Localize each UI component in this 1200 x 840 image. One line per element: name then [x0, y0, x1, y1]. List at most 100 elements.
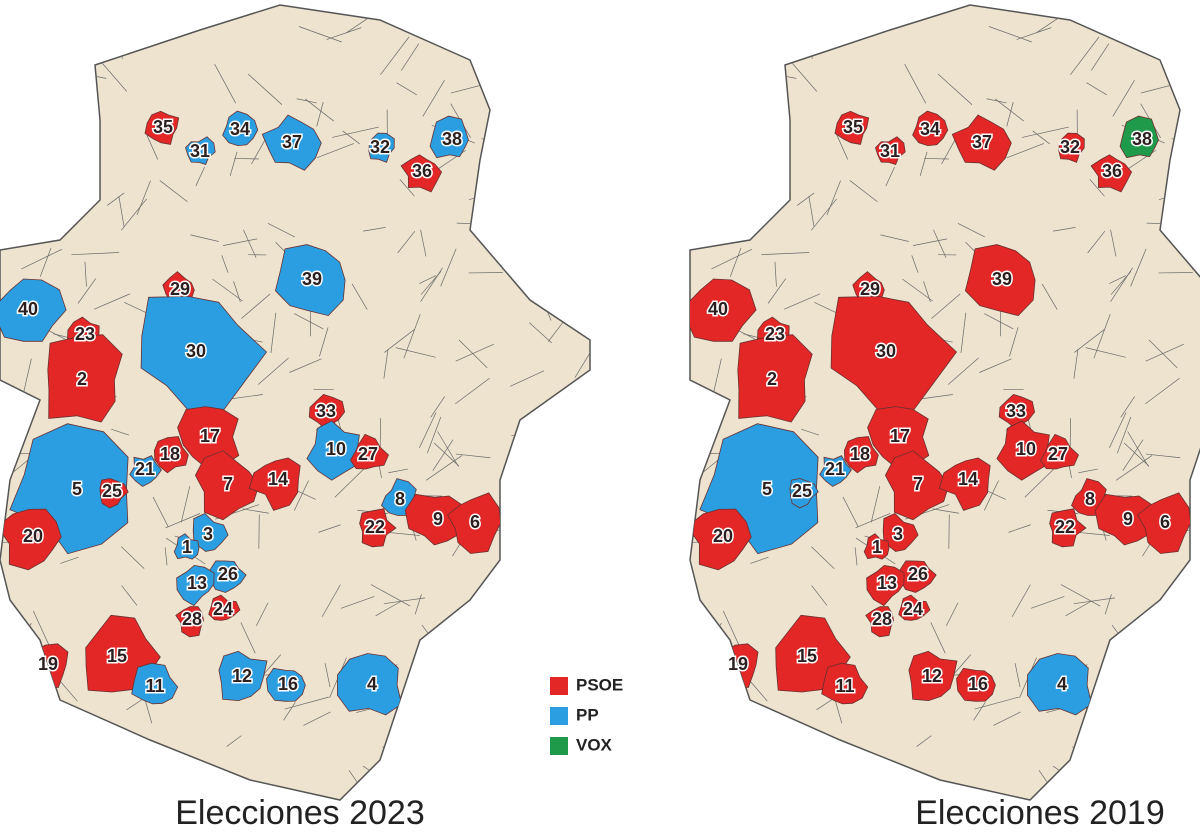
municipal-boundary	[426, 416, 442, 454]
region-label: 13	[877, 573, 897, 593]
municipal-boundary	[1174, 131, 1200, 150]
municipal-boundary	[1070, 36, 1100, 75]
region-label: 37	[282, 132, 302, 152]
municipal-boundary	[1032, 130, 1050, 145]
region-label: 20	[23, 526, 43, 546]
municipal-boundary	[1140, 20, 1162, 49]
municipal-boundary	[111, 428, 130, 436]
municipal-boundary	[331, 126, 379, 138]
municipal-boundary	[375, 600, 402, 617]
municipal-boundary	[525, 41, 549, 67]
municipal-boundary	[318, 524, 341, 533]
municipal-boundary	[71, 252, 120, 256]
region-label: 36	[412, 161, 432, 181]
municipal-boundary	[462, 766, 465, 790]
municipal-boundary	[242, 508, 269, 514]
region	[819, 455, 852, 487]
region-label: 26	[908, 564, 928, 584]
municipal-boundary	[165, 513, 201, 529]
municipal-boundary	[811, 585, 828, 606]
region	[956, 667, 996, 702]
municipal-boundary	[222, 238, 258, 246]
municipal-boundary	[430, 396, 445, 418]
municipal-boundary	[740, 78, 752, 124]
region-label: 26	[218, 564, 238, 584]
municipal-boundary	[1166, 710, 1200, 726]
municipal-boundary	[916, 735, 932, 747]
municipal-boundary	[529, 322, 552, 344]
region	[261, 114, 322, 171]
municipal-boundary	[1073, 349, 1079, 379]
region	[447, 492, 502, 554]
municipal-boundary	[433, 442, 460, 467]
municipal-boundary	[195, 166, 205, 187]
region	[1058, 132, 1085, 163]
region-label: 9	[1123, 509, 1133, 529]
region-label: 10	[326, 439, 346, 459]
municipal-boundary	[214, 63, 237, 104]
municipal-boundary	[545, 44, 558, 71]
municipal-boundary	[582, 166, 590, 195]
region	[690, 508, 752, 571]
municipal-boundary	[396, 82, 417, 96]
municipal-boundary	[1093, 314, 1111, 359]
region	[1137, 492, 1192, 554]
municipal-boundary	[974, 696, 1019, 710]
municipal-boundary	[32, 610, 50, 647]
municipal-boundary	[572, 45, 590, 53]
region	[336, 653, 403, 716]
region	[0, 278, 67, 342]
municipal-boundary	[797, 192, 815, 206]
municipal-boundary	[104, 777, 144, 788]
municipal-boundary	[36, 5, 46, 25]
municipal-boundary	[438, 759, 447, 796]
municipal-boundary	[39, 247, 52, 277]
municipal-boundary	[1089, 179, 1105, 197]
region-label: 18	[160, 444, 180, 464]
region	[875, 136, 906, 165]
region-label: 10	[1016, 439, 1036, 459]
region-label: 34	[230, 119, 250, 139]
municipal-boundary	[340, 596, 375, 609]
municipal-boundary	[588, 178, 590, 199]
municipal-boundary	[432, 439, 454, 471]
region	[192, 513, 229, 552]
municipal-boundary	[784, 293, 821, 310]
municipal-boundary	[383, 349, 389, 379]
municipal-boundary	[397, 230, 416, 254]
municipal-boundary	[0, 745, 16, 766]
region-label: 8	[395, 489, 405, 509]
municipal-boundary	[363, 227, 386, 232]
municipal-boundary	[1024, 467, 1055, 498]
municipal-boundary	[16, 680, 41, 690]
municipal-boundary	[979, 358, 1012, 373]
municipal-boundary	[489, 195, 506, 233]
municipal-boundary	[1122, 439, 1144, 471]
municipal-boundary	[104, 784, 114, 800]
municipal-boundary	[1014, 663, 1021, 688]
municipal-boundary	[1147, 658, 1183, 692]
municipal-boundary	[932, 508, 959, 514]
municipal-boundary	[808, 195, 815, 227]
municipal-boundary	[283, 702, 296, 721]
region	[194, 450, 260, 521]
municipal-boundary	[408, 698, 431, 714]
municipal-boundary	[382, 746, 428, 751]
region	[99, 478, 129, 509]
municipal-boundary	[880, 234, 909, 242]
municipal-boundary	[190, 234, 219, 242]
municipal-boundary	[561, 443, 574, 484]
municipal-boundary	[319, 327, 329, 357]
municipal-boundary	[21, 248, 63, 270]
region-label: 9	[433, 509, 443, 529]
region-label: 31	[190, 141, 210, 161]
region	[131, 662, 179, 705]
municipal-boundary	[1009, 327, 1019, 357]
municipal-boundary	[11, 182, 19, 231]
region-label: 33	[316, 401, 336, 421]
municipal-boundary	[455, 343, 494, 362]
municipal-boundary	[118, 24, 123, 59]
region-label: 38	[1132, 129, 1152, 149]
region-label: 32	[370, 137, 390, 157]
